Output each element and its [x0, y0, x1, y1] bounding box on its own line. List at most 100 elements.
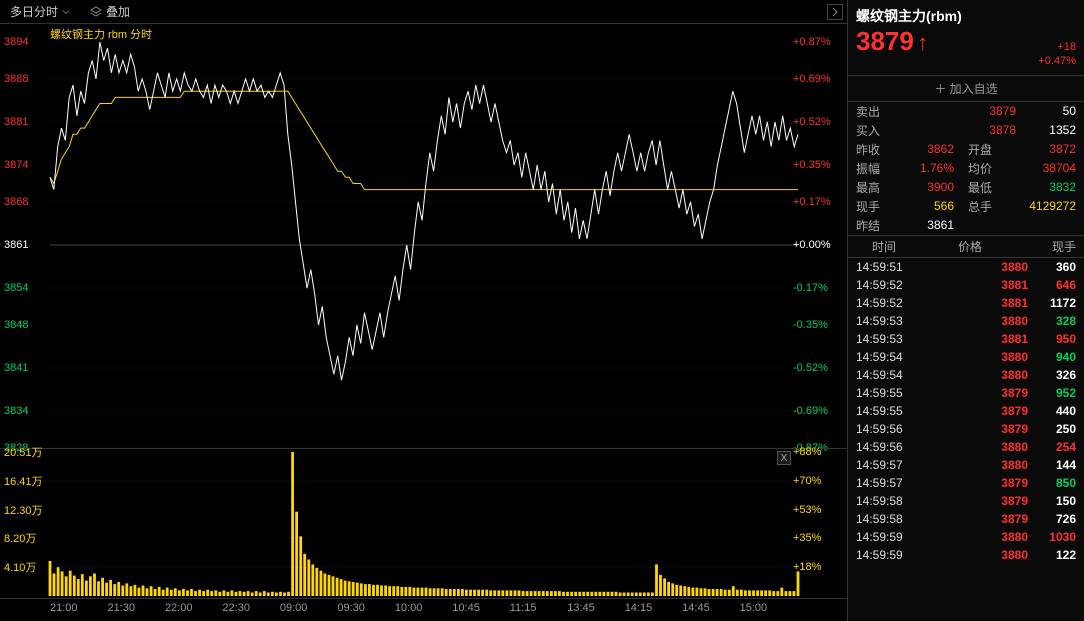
chart-toolbar: 多日分时 叠加 [0, 0, 847, 24]
tick-price: 3880 [912, 458, 1028, 472]
tick-time: 14:59:52 [856, 278, 912, 292]
xaxis-label: 10:00 [395, 602, 452, 620]
quote-value: 3862 [890, 142, 954, 156]
xaxis-label: 13:45 [567, 602, 624, 620]
vol-ytick-left: 16.41万 [4, 473, 43, 489]
tick-volume: 440 [1028, 404, 1076, 418]
xaxis-label: 09:30 [337, 602, 394, 620]
quote-label: 最高 [856, 179, 890, 196]
timeframe-label: 多日分时 [10, 3, 58, 20]
add-favorite-button[interactable]: ＋ 加入自选 [848, 76, 1084, 102]
tick-volume: 646 [1028, 278, 1076, 292]
tick-row: 14:59:53 3880 328 [848, 312, 1084, 330]
tick-price: 3879 [912, 476, 1028, 490]
tick-row: 14:59:56 3880 254 [848, 438, 1084, 456]
price-arrow-icon: ↑ [917, 30, 928, 55]
price-ytick-right: -0.17% [793, 282, 828, 294]
price-ytick-right: +0.35% [793, 159, 831, 171]
quote-value: 3900 [890, 180, 954, 194]
tick-time: 14:59:55 [856, 404, 912, 418]
vol-ytick-right: +18% [793, 561, 821, 573]
quote-row: 昨结 3861 [848, 216, 1084, 235]
tick-time: 14:59:53 [856, 314, 912, 328]
tick-col-vol: 现手 [1028, 238, 1076, 255]
chevron-down-icon [62, 8, 70, 16]
quote-value: 3878 [890, 123, 1016, 137]
overlay-label: 叠加 [106, 3, 130, 20]
tick-row: 14:59:53 3881 950 [848, 330, 1084, 348]
tick-time: 14:59:55 [856, 386, 912, 400]
xaxis-label: 14:15 [625, 602, 682, 620]
tick-price: 3881 [912, 278, 1028, 292]
price-chart[interactable]: 3894388838813874386838613854384838413834… [0, 42, 847, 448]
tick-time: 14:59:59 [856, 548, 912, 562]
quote-value: 3861 [890, 218, 954, 232]
tick-volume: 726 [1028, 512, 1076, 526]
quote-value-2: 3872 [992, 142, 1076, 156]
quote-value-2: 3832 [992, 180, 1076, 194]
price-ytick-left: 3874 [4, 159, 28, 171]
price-ytick-left: 3894 [4, 36, 28, 48]
tick-row: 14:59:58 3879 150 [848, 492, 1084, 510]
tick-row: 14:59:59 3880 122 [848, 546, 1084, 564]
quote-label: 买入 [856, 122, 890, 139]
quote-row: 昨收 3862 开盘 3872 [848, 140, 1084, 159]
tick-price: 3879 [912, 512, 1028, 526]
quote-label: 昨收 [856, 141, 890, 158]
tick-time: 14:59:56 [856, 422, 912, 436]
quote-header: 螺纹钢主力(rbm) 3879 ↑ +18 +0.47% [848, 0, 1084, 76]
price-ytick-left: 3888 [4, 73, 28, 85]
timeframe-dropdown[interactable]: 多日分时 [4, 1, 76, 22]
price-ytick-right: +0.17% [793, 196, 831, 208]
vol-ytick-left: 20.51万 [4, 444, 43, 460]
price-ytick-left: 3854 [4, 282, 28, 294]
price-ytick-left: 3834 [4, 405, 28, 417]
quote-row: 现手 566 总手 4129272 [848, 197, 1084, 216]
tick-price: 3880 [912, 260, 1028, 274]
quote-label: 卖出 [856, 103, 890, 120]
quote-row: 最高 3900 最低 3832 [848, 178, 1084, 197]
price-ytick-left: 3881 [4, 116, 28, 128]
tick-price: 3881 [912, 296, 1028, 310]
price-ytick-right: +0.69% [793, 73, 831, 85]
quote-value-2: 50 [1016, 104, 1076, 118]
vol-ytick-right: +35% [793, 532, 821, 544]
tick-volume: 850 [1028, 476, 1076, 490]
vol-ytick-right: +70% [793, 475, 821, 487]
vol-ytick-left: 12.30万 [4, 502, 43, 518]
xaxis-label: 09:00 [280, 602, 337, 620]
xaxis-label: 22:00 [165, 602, 222, 620]
quote-row: 买入 3878 1352 [848, 121, 1084, 140]
tick-volume: 250 [1028, 422, 1076, 436]
tick-table-header: 时间 价格 现手 [848, 236, 1084, 258]
tick-time: 14:59:56 [856, 440, 912, 454]
xaxis-label: 10:45 [452, 602, 509, 620]
quote-label-2: 开盘 [954, 141, 992, 158]
quote-value-2: 38704 [992, 161, 1076, 175]
vol-ytick-right: +53% [793, 504, 821, 516]
vol-ytick-right: +88% [793, 446, 821, 458]
tick-col-price: 价格 [912, 238, 1028, 255]
tick-time: 14:59:51 [856, 260, 912, 274]
tick-row: 14:59:52 3881 1172 [848, 294, 1084, 312]
tick-row: 14:59:58 3879 726 [848, 510, 1084, 528]
tick-volume: 122 [1028, 548, 1076, 562]
tick-row: 14:59:51 3880 360 [848, 258, 1084, 276]
quote-label: 现手 [856, 198, 890, 215]
quote-label-2: 均价 [954, 160, 992, 177]
change-percent: +0.47% [1038, 54, 1076, 68]
tick-volume: 940 [1028, 350, 1076, 364]
chevron-right-icon [831, 7, 839, 17]
quote-value: 1.76% [890, 161, 954, 175]
quote-label: 振幅 [856, 160, 890, 177]
change-absolute: +18 [1038, 40, 1076, 54]
tick-price: 3880 [912, 314, 1028, 328]
overlay-dropdown[interactable]: 叠加 [84, 1, 136, 22]
toolbar-next-button[interactable] [827, 4, 843, 20]
tick-list: 14:59:51 3880 360 14:59:52 3881 646 14:5… [848, 258, 1084, 564]
tick-time: 14:59:54 [856, 368, 912, 382]
tick-time: 14:59:54 [856, 350, 912, 364]
layers-icon [90, 6, 102, 18]
volume-chart[interactable]: X 20.51万16.41万12.30万8.20万4.10万 +88%+70%+… [0, 448, 847, 598]
tick-volume: 950 [1028, 332, 1076, 346]
